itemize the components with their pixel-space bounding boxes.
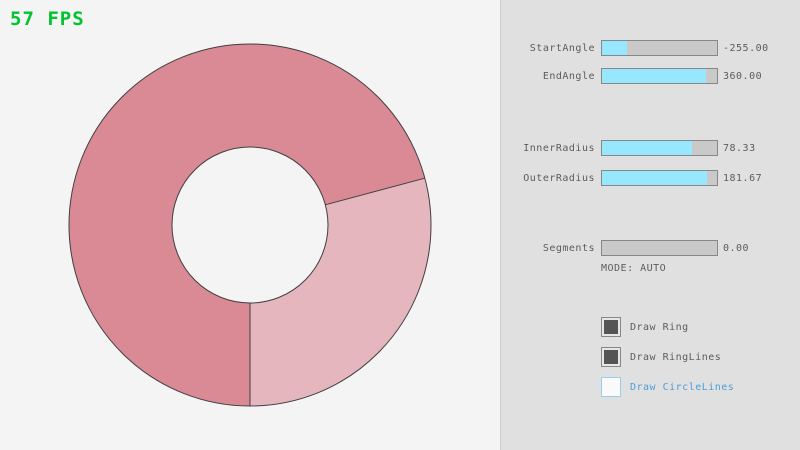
slider-outerradius-label: OuterRadius [523,173,595,184]
checkbox-draw-ring-label: Draw Ring [630,321,689,333]
slider-endangle-value: 360.00 [723,71,763,82]
slider-startangle-bar[interactable] [601,40,718,56]
slider-segments-value: 0.00 [723,243,750,254]
checkbox-draw-circlelines-label: Draw CircleLines [630,381,735,393]
check-mark-icon [604,350,618,364]
slider-row-outerradius: OuterRadius 181.67 [501,170,800,186]
slider-segments-label: Segments [542,243,595,254]
checkbox-draw-ringlines-box[interactable] [601,347,621,367]
checkbox-draw-ring-box[interactable] [601,317,621,337]
checkbox-draw-circlelines[interactable]: Draw CircleLines [601,377,734,397]
checkbox-draw-circlelines-box[interactable] [601,377,621,397]
slider-innerradius-label: InnerRadius [523,143,595,154]
slider-row-startangle: StartAngle -255.00 [501,40,800,56]
slider-endangle-label: EndAngle [542,71,595,82]
checkbox-draw-ringlines-label: Draw RingLines [630,351,722,363]
ring-inner-hole [172,147,328,303]
slider-innerradius-bar[interactable] [601,140,718,156]
checkbox-draw-ring[interactable]: Draw Ring [601,317,689,337]
slider-endangle-fill [602,69,706,83]
ring-boundary-line-start [325,177,425,206]
check-mark-icon [604,320,618,334]
slider-row-innerradius: InnerRadius 78.33 [501,140,800,156]
segments-mode-label: MODE: AUTO [601,263,667,274]
slider-outerradius-fill [602,171,707,185]
slider-innerradius-fill [602,141,692,155]
slider-startangle-label: StartAngle [529,43,595,54]
slider-innerradius-value: 78.33 [723,143,756,154]
slider-outerradius-bar[interactable] [601,170,718,186]
slider-row-endangle: EndAngle 360.00 [501,68,800,84]
fps-counter: 57 FPS [10,8,85,30]
slider-segments-bar[interactable] [601,240,718,256]
slider-endangle-bar[interactable] [601,68,718,84]
slider-row-segments: Segments 0.00 [501,240,800,256]
slider-outerradius-value: 181.67 [723,173,763,184]
slider-startangle-fill [602,41,628,55]
slider-startangle-value: -255.00 [723,43,769,54]
control-panel: StartAngle -255.00 EndAngle 360.00 Inner… [500,0,800,450]
ring-chart [68,43,432,407]
checkbox-draw-ringlines[interactable]: Draw RingLines [601,347,721,367]
